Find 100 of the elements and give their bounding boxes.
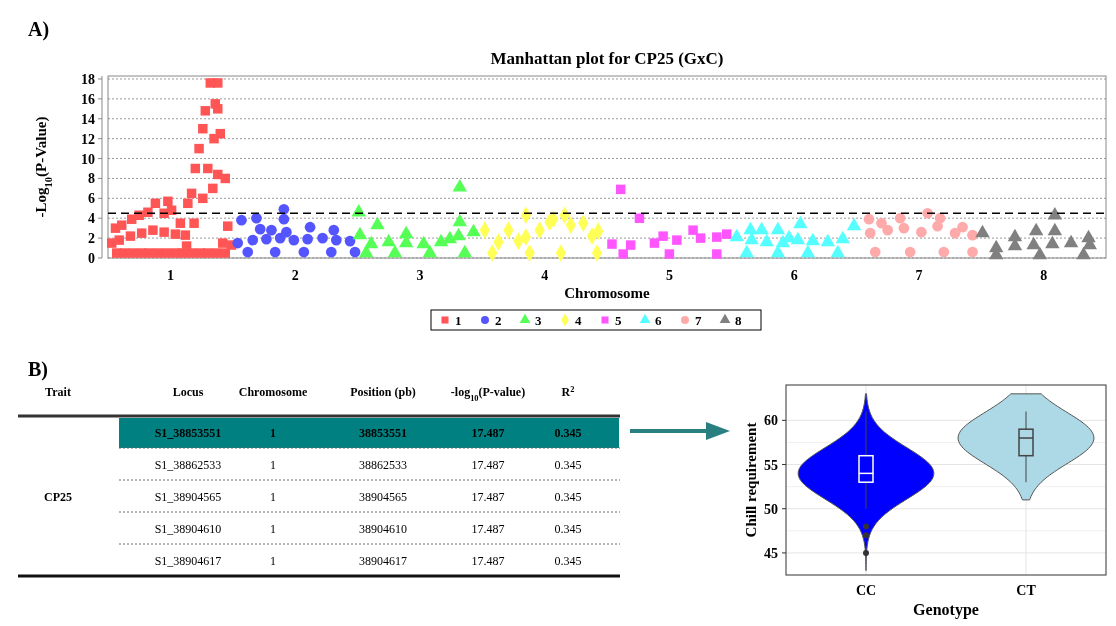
point: [649, 238, 660, 248]
x-axis-title: Chromosome: [564, 285, 651, 301]
text: Locus: [172, 385, 204, 399]
text: Position (pb): [350, 385, 416, 399]
point: [183, 198, 193, 209]
point: [754, 221, 769, 235]
x-axis-title: Genotype: [913, 601, 979, 619]
point: [457, 244, 472, 258]
text: R$^{2}$: [561, 384, 575, 399]
point: [163, 196, 173, 207]
point: [370, 216, 385, 230]
point: [869, 246, 881, 258]
legend-label: 7: [695, 313, 702, 328]
text: A): [28, 18, 50, 41]
point: [618, 249, 628, 259]
point: [330, 234, 342, 246]
y-tick-label: 45: [764, 545, 778, 561]
y-tick-label: 14: [81, 111, 95, 127]
y-tick-label: 60: [764, 413, 778, 429]
point: [175, 218, 186, 228]
point: [159, 227, 169, 237]
point: [876, 217, 887, 229]
point: [672, 235, 682, 245]
point: [1063, 234, 1079, 248]
x-tick-label: 7: [915, 268, 923, 283]
point: [863, 213, 875, 225]
point: [359, 244, 374, 258]
x-tick-label: 8: [1040, 268, 1048, 283]
point: [949, 227, 961, 239]
point: [198, 193, 208, 204]
y-tick-label: 2: [88, 231, 95, 247]
point: [317, 232, 328, 244]
point: [220, 248, 231, 258]
point: [664, 249, 675, 259]
text: 0.345: [554, 490, 582, 504]
point: [344, 235, 356, 247]
point: [422, 244, 438, 258]
point: [190, 163, 201, 174]
point: [232, 237, 244, 249]
point: [658, 231, 668, 241]
text: S1_38862533: [154, 458, 222, 472]
text: 17.487: [471, 490, 505, 504]
point: [136, 228, 147, 238]
point: [203, 163, 213, 174]
point: [180, 230, 191, 240]
text: 1: [270, 458, 276, 472]
x-tick-label: CT: [1016, 583, 1037, 598]
point: [213, 78, 223, 88]
point: [722, 229, 732, 239]
y-tick-label: 18: [81, 71, 95, 87]
point: [1032, 246, 1048, 260]
point: [932, 220, 943, 232]
point: [466, 223, 481, 237]
text: 17.487: [471, 522, 505, 536]
x-tick-label: 1: [166, 268, 174, 283]
point: [128, 248, 138, 258]
text: -log$_{10}$(P-value): [450, 385, 526, 403]
point: [119, 248, 129, 258]
point: [304, 221, 316, 233]
point: [210, 99, 221, 109]
point: [451, 227, 466, 241]
text: 38904610: [359, 522, 407, 536]
y-tick-label: 6: [88, 191, 95, 207]
text: 38904617: [359, 554, 407, 568]
y-axis-title: Chill requirement: [743, 422, 759, 538]
point: [904, 246, 916, 258]
point: [433, 233, 449, 247]
point: [247, 234, 259, 246]
point: [198, 123, 208, 134]
point: [916, 226, 927, 238]
text: 0.345: [554, 554, 582, 568]
legend-label: 8: [735, 313, 742, 328]
x-tick-label: 3: [416, 268, 424, 283]
point: [712, 232, 722, 242]
legend-label: 2: [495, 313, 502, 328]
point: [894, 212, 906, 224]
point: [967, 229, 978, 241]
point: [805, 232, 821, 246]
point: [328, 224, 340, 236]
point: [695, 233, 706, 243]
point: [288, 234, 300, 246]
point: [882, 224, 894, 236]
text: 1: [270, 490, 276, 504]
point: [1047, 222, 1063, 236]
point: [712, 249, 722, 259]
text: S1_38904565: [154, 490, 222, 504]
point: [790, 231, 806, 245]
point: [898, 222, 910, 234]
point: [1076, 246, 1091, 260]
point: [349, 246, 361, 258]
point: [634, 213, 645, 223]
legend-label: 1: [455, 313, 462, 328]
point: [251, 212, 262, 224]
point: [220, 173, 231, 184]
point: [1026, 236, 1041, 250]
x-tick-label: CC: [855, 583, 877, 598]
text: 1: [270, 522, 276, 536]
point: [830, 244, 845, 258]
legend-label: 6: [655, 313, 662, 328]
point: [261, 233, 272, 245]
